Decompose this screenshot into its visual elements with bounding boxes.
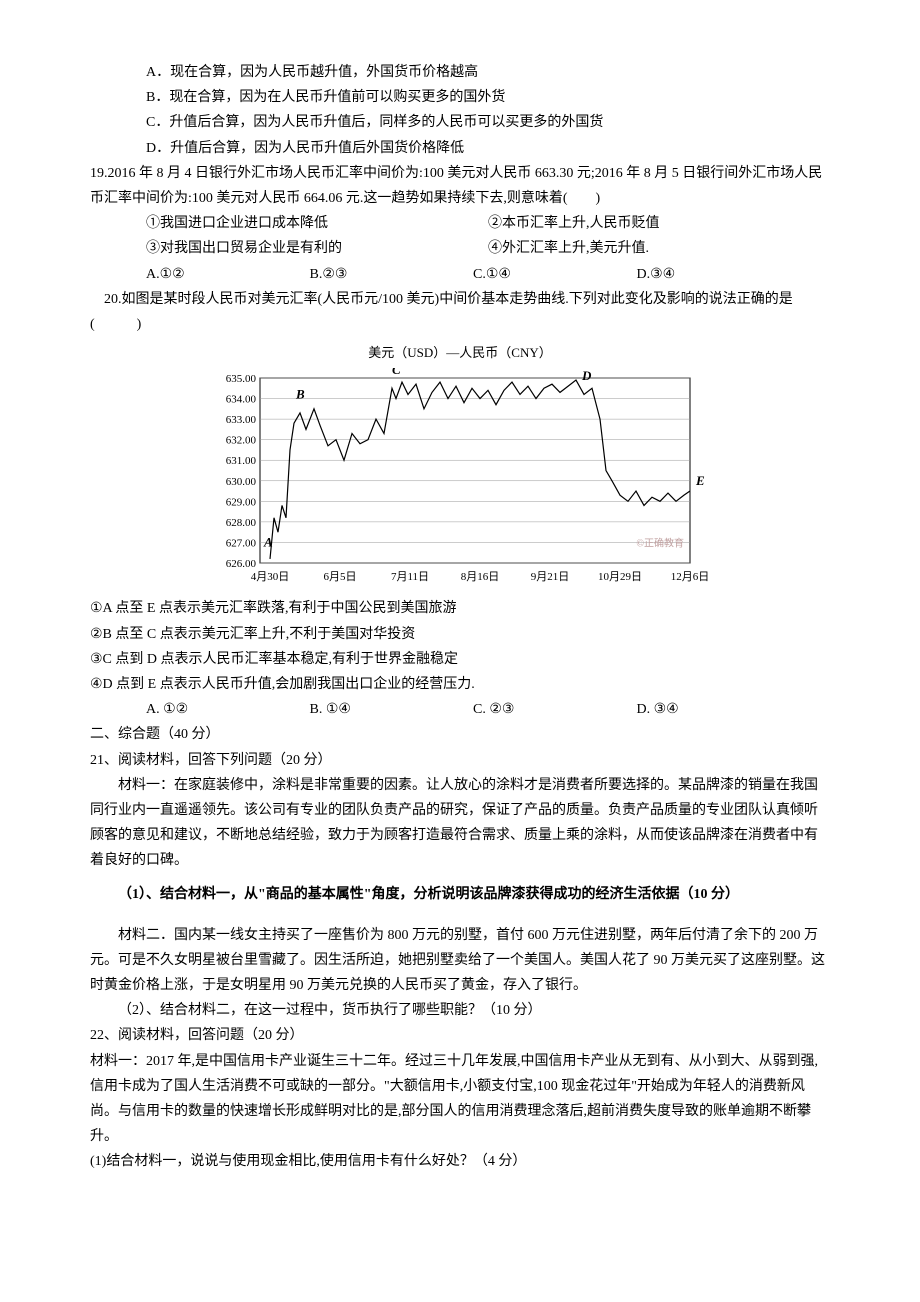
q21-m2: 材料二．国内某一线女主持买了一座售价为 800 万元的别墅，首付 600 万元住… bbox=[90, 923, 830, 999]
q19-b: B.②③ bbox=[310, 262, 470, 287]
option-d: D．升值后合算，因为人民币升值后外国货价格降低 bbox=[146, 136, 830, 161]
q20-s4: ④D 点到 E 点表示人民币升值,会加剧我国出口企业的经营压力. bbox=[90, 672, 830, 697]
option-a: A．现在合算，因为人民币越升值，外国货币价格越高 bbox=[146, 60, 830, 85]
exchange-rate-chart: 美元（USD）—人民币（CNY） 635.00 634.00 633.00 632.0… bbox=[90, 341, 830, 588]
svg-text:10月29日: 10月29日 bbox=[598, 571, 642, 583]
q19-d: D.③④ bbox=[637, 262, 797, 287]
q19-s2: ②本币汇率上升,人民币贬值 bbox=[488, 211, 830, 236]
svg-text:C: C bbox=[392, 368, 401, 377]
svg-text:B: B bbox=[295, 387, 305, 402]
svg-text:D: D bbox=[581, 369, 592, 384]
q21-sub1: （1）、结合材料一，从"商品的基本属性"角度，分析说明该品牌漆获得成功的经济生活… bbox=[90, 882, 830, 907]
q19-s4: ④外汇汇率上升,美元升值. bbox=[488, 236, 830, 261]
svg-text:A: A bbox=[263, 535, 273, 550]
svg-text:634.00: 634.00 bbox=[226, 394, 257, 406]
q19-text: 19.2016 年 8 月 4 日银行外汇市场人民币汇率中间价为:100 美元对… bbox=[90, 161, 830, 211]
section2-title: 二、综合题（40 分） bbox=[90, 722, 830, 747]
option-c: C．升值后合算，因为人民币升值后，同样多的人民币可以买更多的外国货 bbox=[146, 110, 830, 135]
svg-text:8月16日: 8月16日 bbox=[461, 571, 500, 583]
svg-text:633.00: 633.00 bbox=[226, 415, 257, 427]
q19-statements: ①我国进口企业进口成本降低 ②本币汇率上升,人民币贬值 bbox=[90, 211, 830, 236]
q21-m1: 材料一：在家庭装修中，涂料是非常重要的因素。让人放心的涂料才是消费者所要选择的。… bbox=[90, 773, 830, 874]
option-b: B．现在合算，因为在人民币升值前可以购买更多的国外货 bbox=[146, 85, 830, 110]
q20-options: A. ①② B. ①④ C. ②③ D. ③④ bbox=[90, 697, 830, 722]
q20-c: C. ②③ bbox=[473, 697, 633, 722]
q22-m1: 材料一：2017 年,是中国信用卡产业诞生三十二年。经过三十几年发展,中国信用卡… bbox=[90, 1049, 830, 1150]
svg-text:©正确教育: ©正确教育 bbox=[636, 537, 684, 550]
q20-s1: ①A 点至 E 点表示美元汇率跌落,有利于中国公民到美国旅游 bbox=[90, 596, 830, 621]
svg-text:630.00: 630.00 bbox=[226, 476, 257, 488]
q19-statements-2: ③对我国出口贸易企业是有利的 ④外汇汇率上升,美元升值. bbox=[90, 236, 830, 261]
chart-title: 美元（USD）—人民币（CNY） bbox=[90, 341, 830, 364]
svg-text:627.00: 627.00 bbox=[226, 538, 257, 550]
q18-options: A．现在合算，因为人民币越升值，外国货币价格越高 B．现在合算，因为在人民币升值… bbox=[90, 60, 830, 161]
svg-text:7月11日: 7月11日 bbox=[391, 571, 429, 583]
q20-s2: ②B 点至 C 点表示美元汇率上升,不利于美国对华投资 bbox=[90, 622, 830, 647]
q20-text: 20.如图是某时段人民币对美元汇率(人民币元/100 美元)中间价基本走势曲线.… bbox=[90, 287, 830, 337]
svg-text:629.00: 629.00 bbox=[226, 497, 257, 509]
svg-text:632.00: 632.00 bbox=[226, 435, 257, 447]
svg-text:E: E bbox=[695, 473, 705, 488]
q21-sub2: （2）、结合材料二，在这一过程中，货币执行了哪些职能？（10 分） bbox=[90, 998, 830, 1023]
svg-text:628.00: 628.00 bbox=[226, 517, 257, 529]
q19-s3: ③对我国出口贸易企业是有利的 bbox=[146, 236, 488, 261]
svg-text:12月6日: 12月6日 bbox=[671, 571, 710, 583]
q20-s3: ③C 点到 D 点表示人民币汇率基本稳定,有利于世界金融稳定 bbox=[90, 647, 830, 672]
q19-c: C.①④ bbox=[473, 262, 633, 287]
q19-a: A.①② bbox=[146, 262, 306, 287]
q20-d: D. ③④ bbox=[637, 697, 797, 722]
svg-text:9月21日: 9月21日 bbox=[531, 571, 570, 583]
svg-text:6月5日: 6月5日 bbox=[324, 571, 357, 583]
chart-svg: 635.00 634.00 633.00 632.00 631.00 630.00 629.… bbox=[210, 368, 710, 588]
svg-text:631.00: 631.00 bbox=[226, 456, 257, 468]
q19-s1: ①我国进口企业进口成本降低 bbox=[146, 211, 488, 236]
svg-text:635.00: 635.00 bbox=[226, 373, 257, 385]
svg-text:626.00: 626.00 bbox=[226, 558, 257, 570]
q20-a: A. ①② bbox=[146, 697, 306, 722]
q19-options: A.①② B.②③ C.①④ D.③④ bbox=[90, 262, 830, 287]
q20-b: B. ①④ bbox=[310, 697, 470, 722]
q21-title: 21、阅读材料，回答下列问题（20 分） bbox=[90, 748, 830, 773]
q22-title: 22、阅读材料，回答问题（20 分） bbox=[90, 1023, 830, 1048]
q22-sub1: (1)结合材料一，说说与使用现金相比,使用信用卡有什么好处？（4 分） bbox=[90, 1149, 830, 1174]
svg-text:4月30日: 4月30日 bbox=[251, 571, 290, 583]
